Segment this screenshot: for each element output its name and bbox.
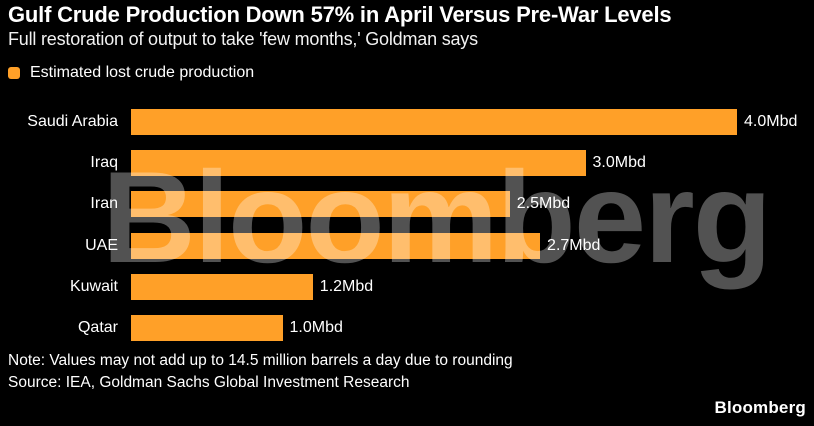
category-label: Iraq [90,154,118,172]
category-label: UAE [85,236,118,254]
bar [131,273,313,300]
value-label: 2.5Mbd [516,195,571,213]
bar-row: Iran 2.5Mbd [0,191,814,218]
category-label: Saudi Arabia [27,113,118,130]
chart-subtitle: Full restoration of output to take 'few … [8,29,478,49]
bar-row: Iraq 3.0Mbd [0,150,814,177]
category-label: Kuwait [69,277,118,295]
bar-row: UAE 2.7Mbd [0,232,814,259]
bar [131,191,510,218]
bar-chart: Saudi Arabia 4.0Mbd Iraq 3.0Mbd Iran 2.5Mbd UA… [0,109,814,345]
value-label: 2.7Mbd [547,236,601,254]
source-credit: Source: IEA, Goldman Sachs Global Invest… [8,374,410,391]
value-label: 1.2Mbd [319,277,374,295]
legend-label: Estimated lost crude production [30,64,255,81]
bloomberg-logo: Bloomberg [714,398,806,417]
legend-swatch-icon [8,67,20,79]
bar-row: Qatar 1.0Mbd [0,315,814,341]
bar [131,150,586,177]
bar [131,232,541,259]
legend: Estimated lost crude production [8,64,254,82]
bar [131,109,737,135]
bar-row: Kuwait 1.2Mbd [0,273,814,300]
chart-title: Gulf Crude Production Down 57% in April … [8,2,672,27]
value-label: 4.0Mbd [744,113,798,130]
footnote: Note: Values may not add up to 14.5 mill… [8,352,513,369]
value-label: 1.0Mbd [289,319,343,336]
bar-row: Saudi Arabia 4.0Mbd [0,109,814,135]
value-label: 3.0Mbd [592,154,646,172]
bar [131,315,283,341]
category-label: Iran [90,195,118,213]
category-label: Qatar [77,319,118,336]
